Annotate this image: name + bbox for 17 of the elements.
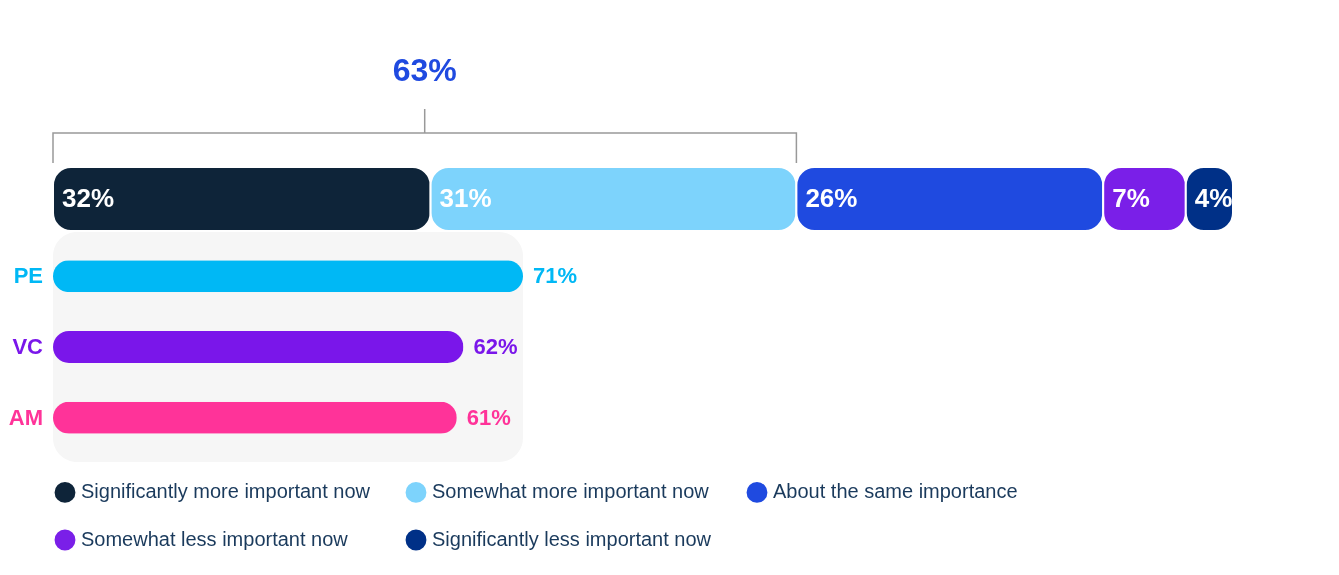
legend-label: Significantly more important now [81,480,371,503]
legend-label: Somewhat less important now [81,528,349,550]
y-tick-label: AM [8,404,43,430]
data-label: 71% [533,263,578,289]
data-label: 4% [1194,183,1233,213]
text: 63% [392,52,457,88]
data-label: 26% [805,183,858,213]
data-label: 62% [473,334,518,359]
data-label: 31% [439,183,492,213]
legend-label: Significantly less important now [432,528,712,550]
y-tick-label: PE [13,263,43,289]
data-label: 61% [466,404,511,430]
legend-label: About the same importance [773,480,1018,503]
legend-label: Somewhat more important now [432,480,710,503]
data-label: 7% [1112,183,1150,213]
data-label: 32% [62,183,115,213]
y-tick-label: VC [12,334,44,359]
